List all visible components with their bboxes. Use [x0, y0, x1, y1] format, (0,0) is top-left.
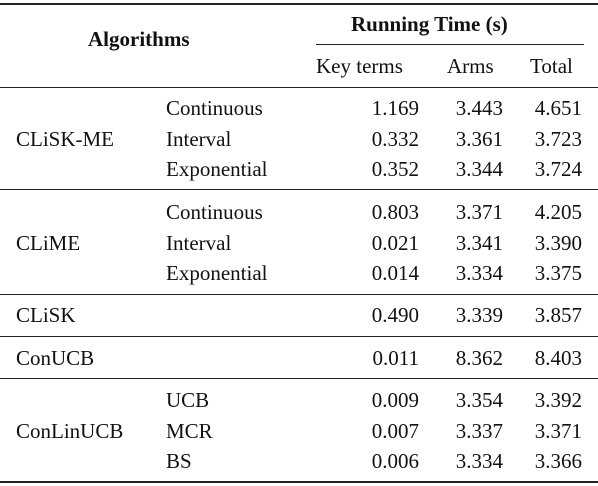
variant-label: MCR: [166, 419, 213, 443]
header-algorithms: Algorithms: [88, 27, 190, 51]
key-terms-value: 0.014: [371, 261, 419, 285]
arms-value: 3.334: [455, 449, 503, 473]
arms-value: 3.344: [455, 157, 503, 181]
group-name: ConLinUCB: [16, 419, 124, 443]
variant-label: Exponential: [166, 157, 268, 181]
key-terms-value: 0.021: [371, 231, 419, 255]
key-terms-value: 0.352: [371, 157, 419, 181]
header-arms: Arms: [447, 54, 494, 78]
header-total: Total: [530, 54, 573, 78]
variant-label: Exponential: [166, 261, 268, 285]
arms-value: 3.341: [455, 231, 503, 255]
key-terms-value: 0.803: [371, 200, 419, 224]
key-terms-value: 0.490: [371, 303, 419, 327]
bottom-rule: [0, 481, 598, 483]
running-time-underline: [316, 44, 584, 45]
group-name: ConUCB: [16, 346, 95, 370]
group-name: CLiSK-ME: [16, 127, 115, 151]
total-value: 4.651: [534, 96, 582, 120]
variant-label: Continuous: [166, 96, 263, 120]
variant-label: BS: [166, 449, 192, 473]
total-value: 3.857: [534, 303, 582, 327]
header-running-time: Running Time (s): [351, 12, 508, 36]
group-name: CLiSK: [16, 303, 76, 327]
key-terms-value: 0.006: [371, 449, 419, 473]
key-terms-value: 1.169: [371, 96, 419, 120]
variant-label: Continuous: [166, 200, 263, 224]
total-value: 3.371: [534, 419, 582, 443]
variant-label: UCB: [166, 388, 210, 412]
total-value: 3.366: [534, 449, 582, 473]
total-value: 3.390: [534, 231, 582, 255]
arms-value: 3.354: [455, 388, 503, 412]
variant-label: Interval: [166, 231, 232, 255]
header-key-terms: Key terms: [316, 54, 403, 78]
arms-value: 3.443: [455, 96, 503, 120]
key-terms-value: 0.009: [371, 388, 419, 412]
variant-label: Interval: [166, 127, 232, 151]
key-terms-value: 0.011: [372, 346, 419, 370]
key-terms-value: 0.007: [371, 419, 419, 443]
arms-value: 3.337: [455, 419, 503, 443]
arms-value: 3.339: [455, 303, 503, 327]
key-terms-value: 0.332: [371, 127, 419, 151]
group-rule-2: [0, 294, 598, 295]
total-value: 8.403: [534, 346, 582, 370]
arms-value: 3.361: [455, 127, 503, 151]
top-rule: [0, 3, 598, 5]
total-value: 3.375: [534, 261, 582, 285]
group-name: CLiME: [16, 231, 81, 255]
arms-value: 3.371: [455, 200, 503, 224]
total-value: 3.392: [534, 388, 582, 412]
total-value: 4.205: [534, 200, 582, 224]
total-value: 3.724: [534, 157, 582, 181]
total-value: 3.723: [534, 127, 582, 151]
header-rule: [0, 87, 598, 88]
group-rule-1: [0, 189, 598, 190]
arms-value: 3.334: [455, 261, 503, 285]
group-rule-3: [0, 336, 598, 337]
group-rule-4: [0, 378, 598, 379]
arms-value: 8.362: [455, 346, 503, 370]
